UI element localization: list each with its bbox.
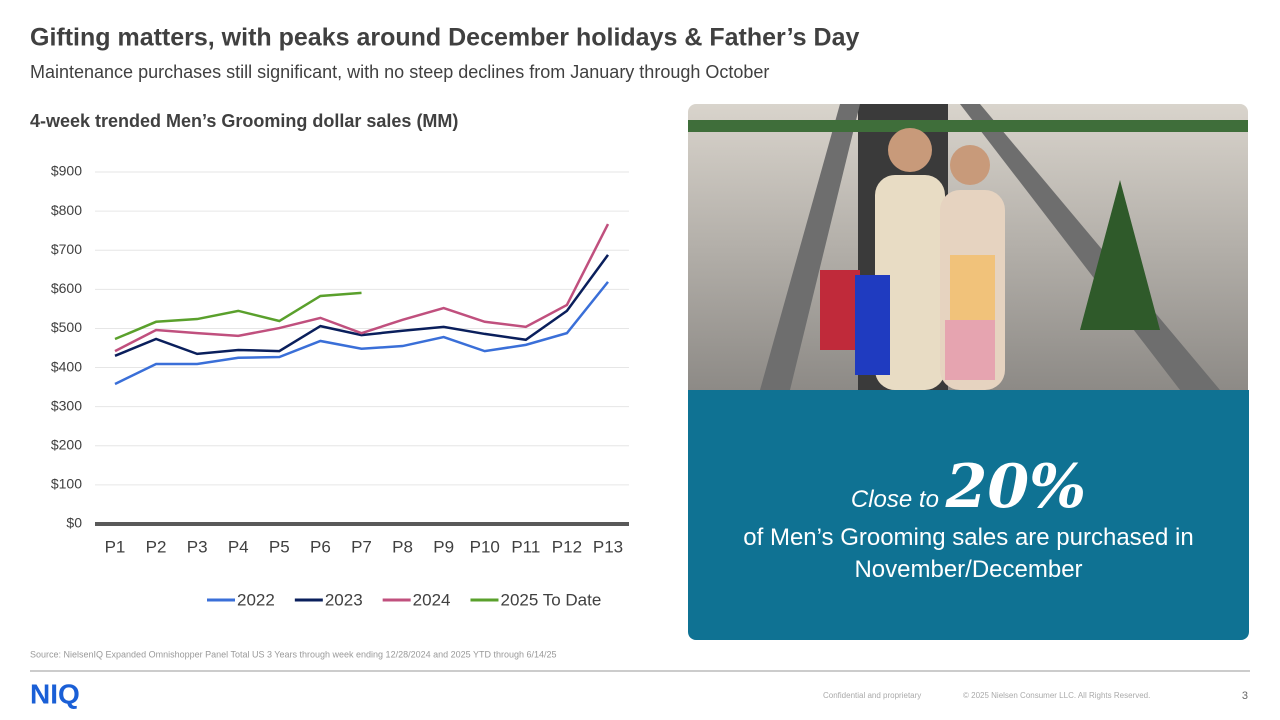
chart-title: 4-week trended Men’s Grooming dollar sal… [30,111,458,131]
x-tick-label: P13 [593,537,623,556]
x-tick-label: P10 [470,537,500,556]
confidential: Confidential and proprietary [823,691,921,700]
callout: Close to 20% of Men’s Grooming sales are… [688,390,1249,640]
y-tick-label: $100 [51,476,82,492]
x-tick-label: P11 [511,537,540,556]
x-tick-label: P12 [552,537,582,556]
x-tick-label: P3 [187,537,208,556]
x-tick-label: P5 [269,537,290,556]
callout-text: of Men’s Grooming sales are purchased in… [743,524,1194,583]
source: Source: NielsenIQ Expanded Omnishopper P… [30,649,557,659]
x-tick-label: P2 [146,537,167,556]
series-line [114,291,362,341]
series-line [114,254,610,357]
x-tick-label: P4 [228,537,249,556]
photo [688,104,1248,390]
series-line [114,281,609,386]
subtitle: Maintenance purchases still significant,… [30,62,769,82]
page-number: 3 [1242,690,1248,702]
callout-lead-line: Close to 20% [688,452,1249,522]
y-tick-label: $400 [51,358,82,374]
title: Gifting matters, with peaks around Decem… [30,24,859,52]
legend-label: 2024 [413,590,451,609]
x-tick-label: P1 [105,537,126,556]
legend-label: 2022 [237,590,275,609]
y-tick-label: $500 [51,319,82,335]
series-line [114,223,610,353]
y-tick-label: $900 [51,163,82,179]
callout-lead: Close to [850,486,939,513]
x-tick-label: P9 [433,537,454,556]
y-tick-label: $800 [51,202,82,218]
y-tick-label: $600 [51,280,82,296]
x-tick-label: P6 [310,537,331,556]
y-tick-label: $0 [66,515,82,531]
copyright: © 2025 Nielsen Consumer LLC. All Rights … [963,691,1150,700]
legend-label: 2023 [325,590,363,609]
callout-figure: 20% [945,452,1087,522]
logo: NIQ [30,678,80,709]
y-tick-label: $700 [51,241,82,257]
y-tick-label: $200 [51,436,82,452]
legend-label: 2025 To Date [500,590,601,609]
x-tick-label: P7 [351,537,372,556]
y-tick-label: $300 [51,397,82,413]
x-tick-label: P8 [392,537,413,556]
